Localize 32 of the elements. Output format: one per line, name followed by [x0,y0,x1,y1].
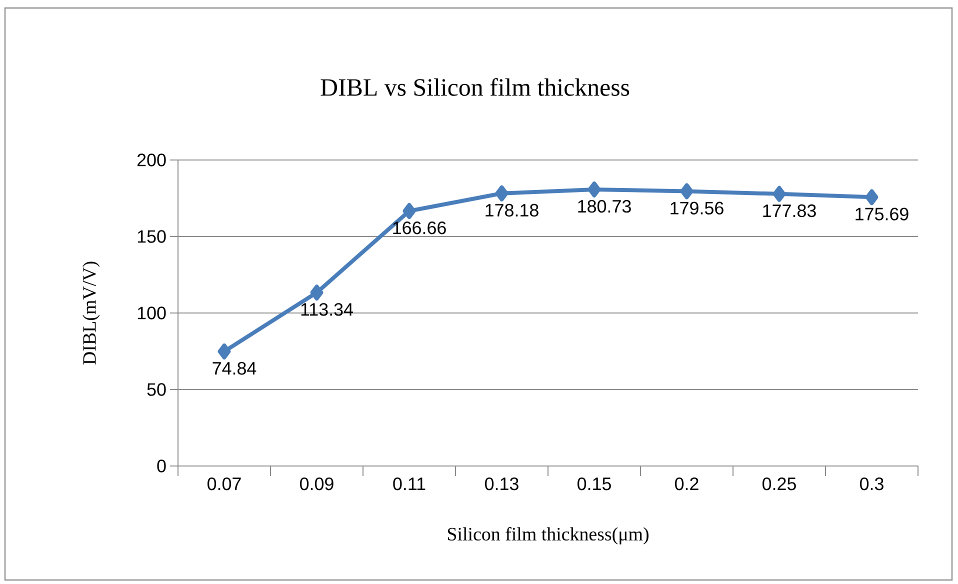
x-tick-label: 0.13 [485,477,518,490]
y-axis-title: DIBL(mV/V) [82,262,100,364]
data-label: 178.18 [486,204,538,217]
x-tick-label: 0.11 [393,477,426,490]
point [772,186,786,202]
x-tick-label: 0.07 [208,477,241,490]
data-label: 113.34 [301,303,353,316]
x-tick-label: 0.2 [675,477,698,490]
y-tick-label: 100 [138,306,166,320]
x-tick-label: 0.25 [762,477,796,490]
y-tick-label: 0 [157,460,166,472]
chart-title: DIBL vs Silicon film thickness [320,78,630,96]
x-tick-label: 0.3 [860,477,884,490]
x-tick-label: 0.09 [300,477,334,490]
point [680,183,694,200]
point [495,185,508,202]
y-tick-label: 150 [138,230,166,243]
point [218,343,231,360]
point [865,189,878,206]
x-tick-label: 0.15 [578,477,611,490]
data-label: 74.84 [212,362,256,375]
point [402,202,416,219]
point [310,284,324,301]
y-tick-label: 50 [147,383,166,396]
data-label: 180.73 [578,200,631,213]
data-label: 175.69 [856,208,908,220]
y-tick-label: 200 [137,154,166,166]
data-label: 179.56 [670,202,724,214]
point [588,181,601,198]
data-label: 177.83 [763,204,816,218]
data-label: 166.66 [393,222,446,234]
x-axis-title: Silicon film thickness(μm) [448,527,648,544]
